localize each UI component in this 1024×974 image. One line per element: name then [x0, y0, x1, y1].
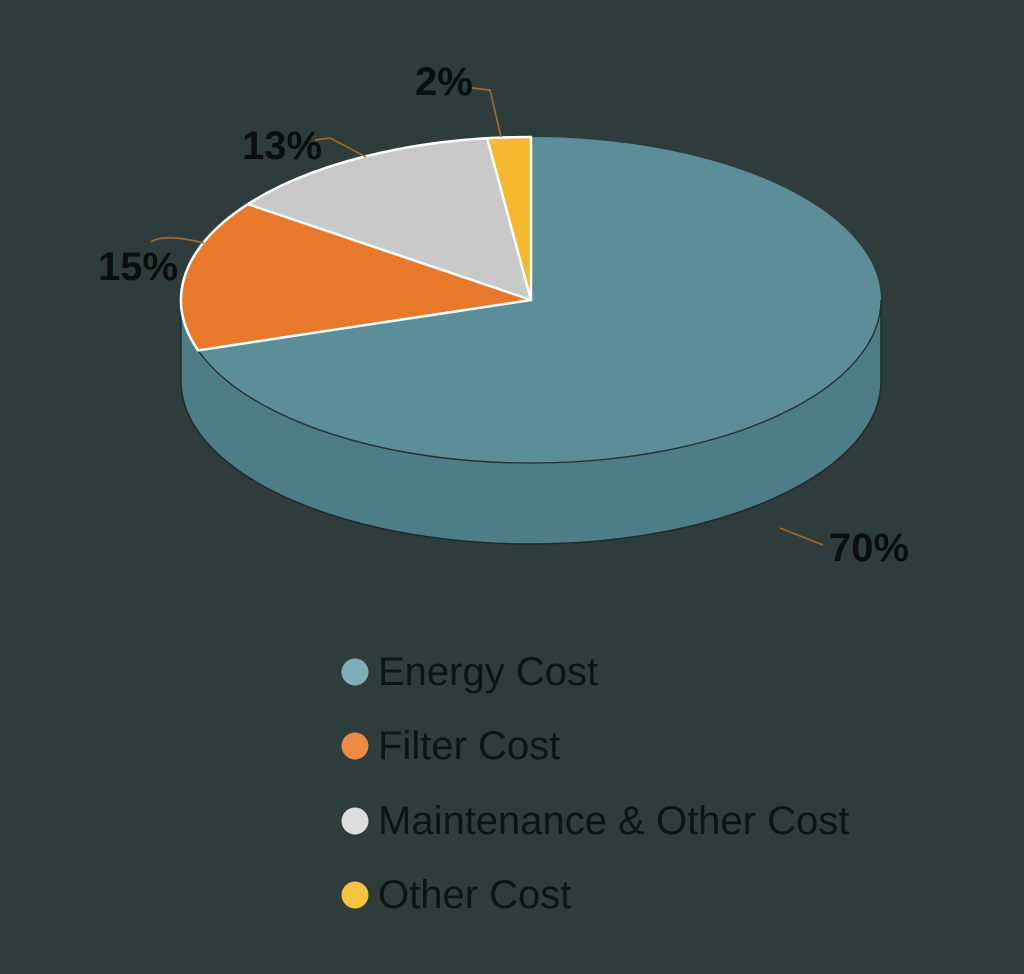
- svg-text:Other Cost: Other Cost: [378, 873, 571, 917]
- svg-text:Filter Cost: Filter Cost: [378, 724, 560, 768]
- svg-text:Energy Cost: Energy Cost: [378, 650, 598, 694]
- svg-text:15%: 15%: [98, 245, 178, 289]
- svg-text:70%: 70%: [829, 526, 909, 570]
- svg-text:13%: 13%: [242, 124, 322, 168]
- svg-text:Maintenance & Other Cost: Maintenance & Other Cost: [378, 799, 849, 843]
- svg-text:2%: 2%: [415, 60, 473, 104]
